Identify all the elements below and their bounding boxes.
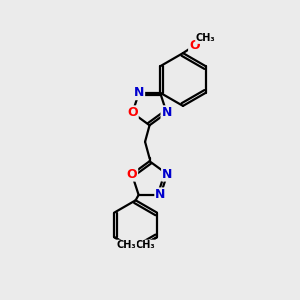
- Text: O: O: [189, 39, 200, 52]
- Text: N: N: [161, 106, 172, 119]
- Text: CH₃: CH₃: [135, 241, 155, 250]
- Text: N: N: [134, 86, 144, 99]
- Text: CH₃: CH₃: [116, 241, 136, 250]
- Text: O: O: [127, 168, 137, 181]
- Text: CH₃: CH₃: [196, 33, 216, 43]
- Text: N: N: [155, 188, 166, 201]
- Text: O: O: [127, 106, 138, 119]
- Text: N: N: [162, 168, 172, 181]
